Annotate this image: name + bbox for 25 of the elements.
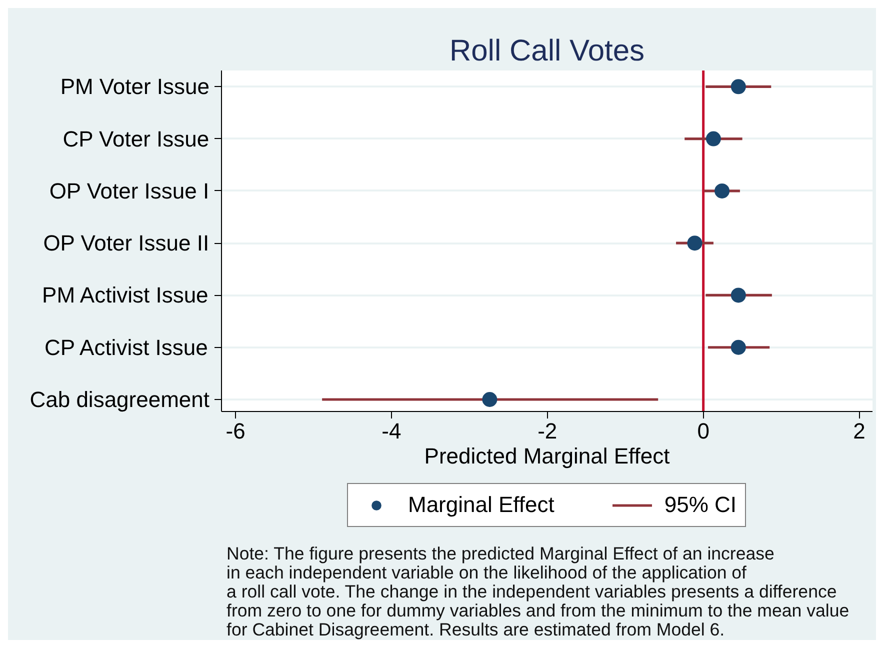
- y-tick-label: Cab disagreement: [30, 387, 210, 412]
- point: [730, 288, 746, 303]
- y-tick-label: OP Voter Issue II: [43, 230, 210, 256]
- y-tick-label: PM Activist Issue: [42, 282, 208, 308]
- y-tick-label: OP Voter Issue I: [49, 178, 210, 204]
- x-tick-label: -6: [226, 418, 246, 444]
- bar: [322, 398, 658, 401]
- x-tick-label: 0: [697, 418, 710, 444]
- text: Note: The figure presents the predicted Marginal Effect of an increase in each independent variable on the likelihood of the application of a roll call vote. The change in the independent variables presents a difference from zero to one for dummy variables and from the minimum to the mean value for Cabinet Disagreement. Results are estimated from Model 6.: [226, 544, 850, 640]
- x-axis-title: Predicted Marginal Effect: [424, 444, 670, 468]
- y-tick-label: PM Voter Issue: [60, 74, 210, 100]
- x-tick-label: -2: [538, 418, 558, 444]
- legend-label: Marginal Effect: [408, 492, 554, 518]
- point: [482, 392, 498, 407]
- point: [730, 340, 746, 355]
- point: [730, 79, 746, 94]
- x-tick-label: -4: [382, 418, 402, 444]
- legend-label: 95% CI: [664, 492, 736, 518]
- y-tick-label: CP Activist Issue: [44, 334, 208, 360]
- point: [714, 183, 730, 198]
- point: [706, 131, 721, 146]
- point: [687, 236, 702, 251]
- y-tick-label: CP Voter Issue: [62, 126, 210, 152]
- chart-title: Roll Call Votes: [449, 34, 645, 68]
- x-tick-label: 2: [853, 418, 866, 444]
